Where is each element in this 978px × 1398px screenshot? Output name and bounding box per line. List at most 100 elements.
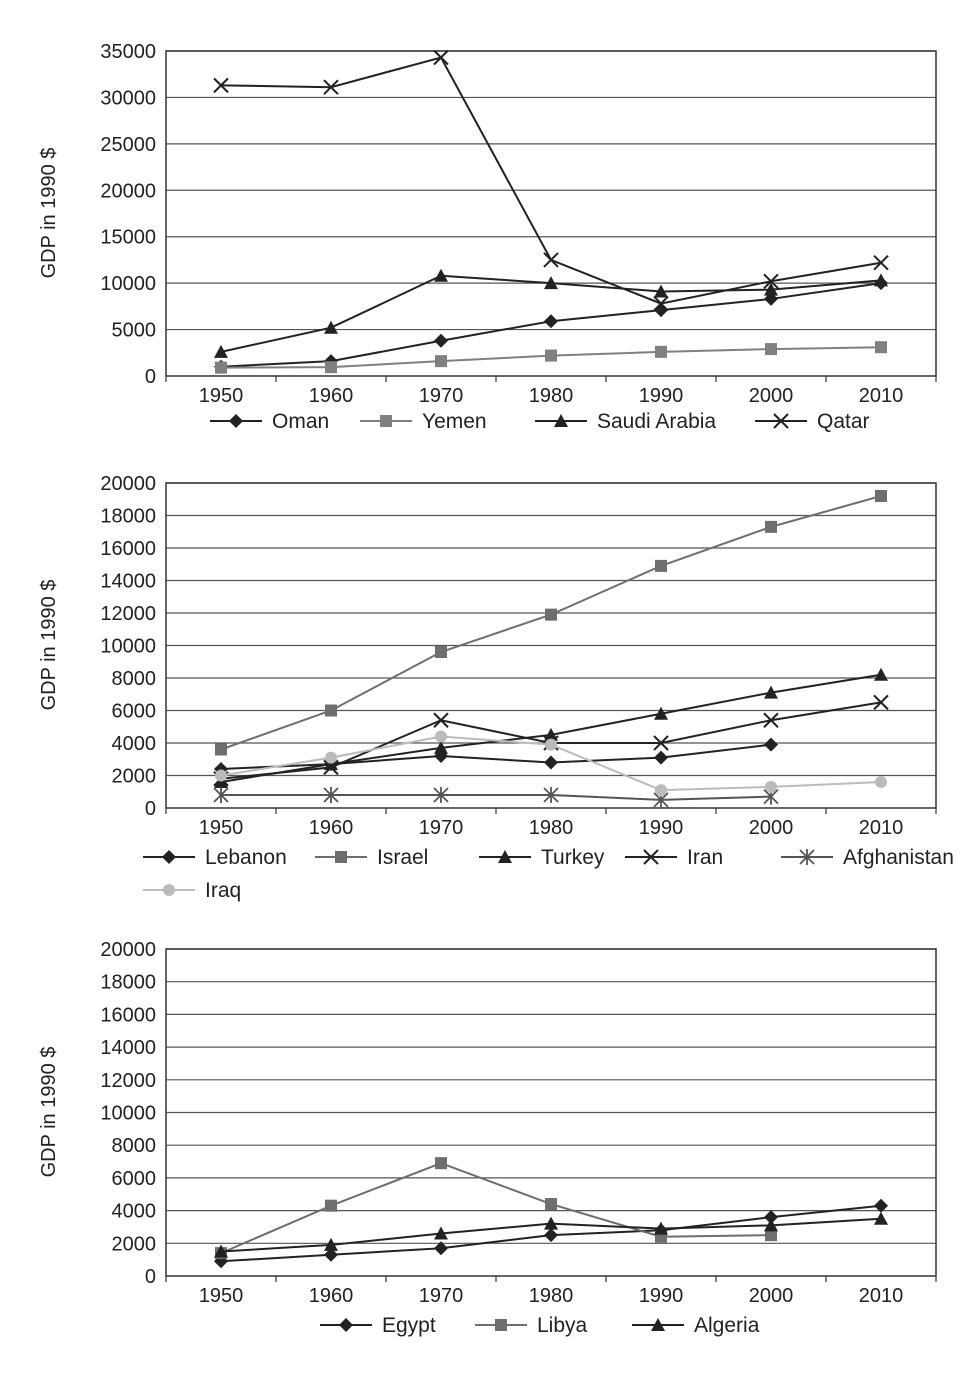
series-line xyxy=(220,495,882,751)
chart-1: 0 5000 10000 15000 20000 25000 30000 35000 1950 1… xyxy=(38,41,937,433)
legend-item: Israel xyxy=(315,846,428,869)
y-tick-label: 20000 xyxy=(100,180,156,202)
series-qatar xyxy=(213,49,889,312)
series-iraq xyxy=(215,730,887,797)
data-point xyxy=(653,295,669,312)
y-tick-label: 10000 xyxy=(100,636,156,658)
y-tick-label: 0 xyxy=(145,1266,156,1288)
data-point xyxy=(434,1241,448,1256)
y-tick-label: 8000 xyxy=(112,1135,157,1157)
legend-marker xyxy=(162,850,176,864)
x-tick-label: 1980 xyxy=(529,385,574,407)
legend-item: Afghanistan xyxy=(781,846,954,869)
x-tick-label: 1990 xyxy=(639,1285,684,1307)
legend-marker xyxy=(498,850,512,863)
x-tick-label: 1960 xyxy=(309,817,354,839)
legend-marker xyxy=(799,849,815,865)
data-point xyxy=(655,345,667,358)
series-line xyxy=(220,56,882,305)
data-point xyxy=(434,268,448,282)
y-tick-label: 15000 xyxy=(100,227,156,249)
data-point xyxy=(873,255,889,271)
y-tick-label: 12000 xyxy=(100,1070,156,1092)
data-point xyxy=(544,727,558,741)
x-tick-label: 1970 xyxy=(419,385,464,407)
data-point xyxy=(544,1228,558,1243)
x-tick-label: 2000 xyxy=(749,817,794,839)
legend-item: Yemen xyxy=(360,410,487,433)
data-point xyxy=(214,1244,228,1258)
legend-item: Oman xyxy=(210,410,329,433)
y-tick-label: 10000 xyxy=(100,273,156,295)
legend-marker xyxy=(773,413,789,429)
data-point xyxy=(215,769,227,782)
series-afghanistan xyxy=(213,787,779,808)
y-tick-label: 20000 xyxy=(100,939,156,961)
series-line xyxy=(221,794,772,801)
y-tick-label: 5000 xyxy=(112,320,157,342)
data-point xyxy=(654,750,668,765)
data-point xyxy=(435,355,447,368)
data-point xyxy=(544,314,558,329)
legend-marker xyxy=(380,415,392,427)
x-tick-label: 1950 xyxy=(199,1285,244,1307)
chart-2: 0 2000 4000 6000 8000 10000 12000 14000 16000 180… xyxy=(38,473,954,902)
data-point xyxy=(873,694,889,711)
chart-3: 0 2000 4000 6000 8000 10000 12000 14000 16000 180… xyxy=(38,939,937,1337)
data-point xyxy=(544,1216,558,1230)
data-point xyxy=(765,520,777,533)
data-point xyxy=(764,1210,778,1225)
y-tick-label: 16000 xyxy=(100,538,156,560)
data-point xyxy=(545,608,557,621)
legend-label: Yemen xyxy=(422,410,487,433)
y-tick-label: 35000 xyxy=(100,41,156,63)
data-point xyxy=(655,784,667,797)
data-point xyxy=(545,738,557,751)
y-tick-label: 2000 xyxy=(112,766,157,788)
data-point xyxy=(215,743,227,756)
series-saudi-arabia xyxy=(214,268,888,358)
data-point xyxy=(323,79,339,95)
data-point xyxy=(324,1247,338,1262)
x-tick-label: 1970 xyxy=(419,817,464,839)
y-tick-label: 10000 xyxy=(100,1103,156,1125)
data-point xyxy=(543,252,559,268)
y-tick-label: 8000 xyxy=(112,668,157,690)
y-tick-label: 6000 xyxy=(112,1168,157,1190)
data-point xyxy=(545,1198,557,1211)
legend-marker xyxy=(651,1318,665,1331)
y-tick-label: 25000 xyxy=(100,134,156,156)
data-point xyxy=(655,559,667,572)
x-tick-label: 1960 xyxy=(309,385,354,407)
data-point xyxy=(764,1218,778,1232)
legend-marker xyxy=(554,414,568,427)
data-point xyxy=(875,776,887,788)
data-point xyxy=(764,685,778,699)
y-tick-label: 16000 xyxy=(100,1004,156,1026)
data-point xyxy=(654,284,668,298)
data-point xyxy=(764,737,778,752)
data-point xyxy=(654,1221,668,1235)
data-point xyxy=(765,1229,777,1242)
data-point xyxy=(544,276,558,290)
y-tick-label: 4000 xyxy=(112,1201,157,1223)
y-tick-label: 18000 xyxy=(100,506,156,528)
data-point xyxy=(323,787,339,803)
x-tick-label: 2000 xyxy=(749,385,794,407)
legend-label: Iran xyxy=(687,846,723,869)
legend-item: Turkey xyxy=(479,846,605,869)
data-point xyxy=(433,49,449,66)
y-tick-label: 14000 xyxy=(100,571,156,593)
legend-label: Afghanistan xyxy=(843,846,954,869)
data-point xyxy=(765,780,777,793)
series-lebanon xyxy=(214,737,778,776)
y-tick-label: 2000 xyxy=(112,1233,157,1255)
data-point xyxy=(213,77,229,94)
legend-item: Libya xyxy=(475,1314,588,1337)
data-point xyxy=(325,1199,337,1212)
data-point xyxy=(215,361,227,374)
data-point xyxy=(324,320,338,334)
x-tick-label: 2010 xyxy=(859,817,904,839)
data-point xyxy=(433,712,449,728)
